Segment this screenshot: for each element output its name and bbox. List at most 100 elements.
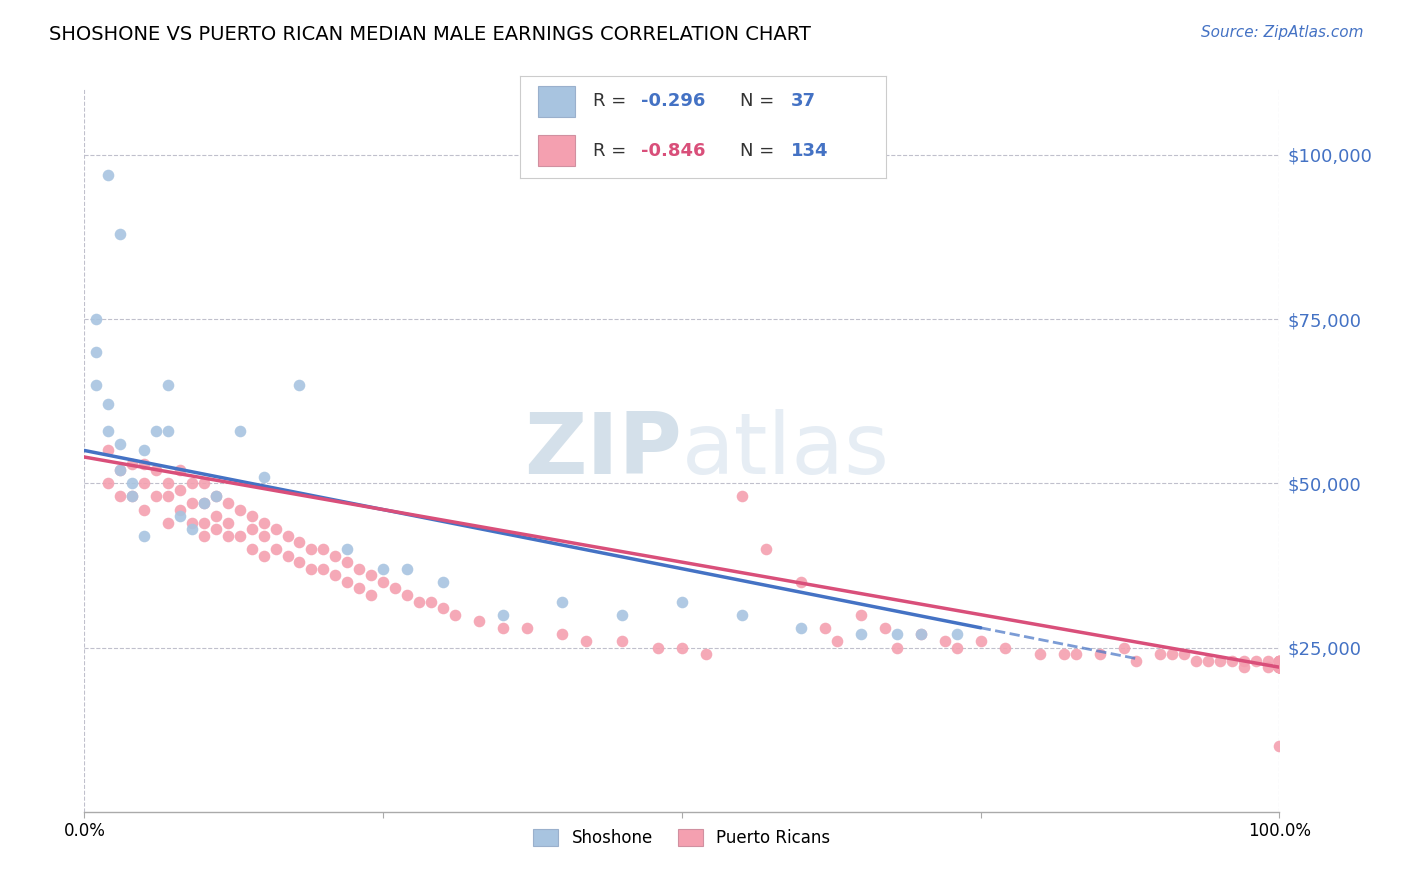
Text: ZIP: ZIP (524, 409, 682, 492)
Point (1268, 660, 1291, 674)
Point (1185, 654, 1208, 668)
Point (432, 601, 454, 615)
Point (157, 377, 180, 392)
Point (349, 582, 371, 596)
Point (1268, 660, 1291, 674)
Point (264, 522, 287, 536)
Point (408, 594, 430, 608)
Point (86, 377, 108, 392)
Text: R =: R = (593, 142, 633, 160)
Point (1268, 739, 1291, 753)
Point (1244, 654, 1267, 668)
Point (97, 168, 120, 182)
Point (1268, 660, 1291, 674)
Point (277, 529, 299, 543)
Point (277, 549, 299, 563)
Point (432, 574, 454, 589)
Point (97, 424, 120, 438)
Point (360, 588, 382, 602)
Point (132, 443, 156, 458)
Point (312, 562, 335, 576)
Point (731, 607, 754, 622)
Point (240, 509, 263, 524)
Point (492, 607, 515, 622)
Point (193, 496, 215, 510)
Text: -0.296: -0.296 (641, 93, 706, 111)
Point (217, 496, 239, 510)
Point (1268, 660, 1291, 674)
Point (157, 424, 180, 438)
Point (229, 424, 252, 438)
Point (97, 443, 120, 458)
Point (1268, 660, 1291, 674)
Point (336, 555, 359, 569)
Point (1220, 654, 1243, 668)
Point (97, 397, 120, 411)
Point (264, 541, 287, 556)
FancyBboxPatch shape (538, 136, 575, 166)
Point (193, 496, 215, 510)
Point (946, 640, 969, 655)
Point (612, 634, 634, 648)
Point (253, 516, 276, 530)
Point (1268, 660, 1291, 674)
Point (886, 627, 908, 641)
Point (910, 627, 932, 641)
Text: 134: 134 (790, 142, 828, 160)
Point (790, 621, 813, 635)
Point (110, 463, 132, 477)
Text: -0.846: -0.846 (641, 142, 706, 160)
Point (814, 621, 837, 635)
Point (193, 529, 215, 543)
Point (1268, 660, 1291, 674)
Point (886, 640, 908, 655)
Point (1268, 660, 1291, 674)
Point (1173, 647, 1195, 661)
Point (121, 490, 143, 504)
Point (169, 509, 191, 524)
Point (1268, 660, 1291, 674)
Point (1257, 660, 1279, 674)
Point (217, 529, 239, 543)
Point (875, 621, 897, 635)
Point (325, 549, 347, 563)
Point (1029, 647, 1052, 661)
Point (110, 227, 132, 241)
Point (1268, 660, 1291, 674)
Point (145, 490, 167, 504)
Point (1125, 654, 1147, 668)
Point (145, 424, 167, 438)
Point (1268, 654, 1291, 668)
Point (1268, 660, 1291, 674)
Point (336, 541, 359, 556)
Point (647, 640, 669, 655)
Point (97, 476, 120, 491)
Point (994, 640, 1017, 655)
Point (132, 476, 156, 491)
Text: Source: ZipAtlas.com: Source: ZipAtlas.com (1201, 25, 1364, 40)
Point (253, 529, 276, 543)
Text: 37: 37 (790, 93, 815, 111)
Point (288, 535, 311, 549)
Point (1161, 647, 1184, 661)
Point (1149, 647, 1171, 661)
Text: SHOSHONE VS PUERTO RICAN MEDIAN MALE EARNINGS CORRELATION CHART: SHOSHONE VS PUERTO RICAN MEDIAN MALE EAR… (49, 25, 811, 44)
Point (121, 476, 143, 491)
Point (1268, 660, 1291, 674)
Text: atlas: atlas (682, 409, 890, 492)
Point (1114, 640, 1136, 655)
Point (193, 516, 215, 530)
Point (253, 549, 276, 563)
Point (121, 457, 143, 471)
Point (157, 490, 180, 504)
Point (110, 437, 132, 451)
Point (1268, 654, 1291, 668)
Point (790, 574, 813, 589)
Point (240, 522, 263, 536)
Point (1268, 660, 1291, 674)
Point (444, 607, 467, 622)
Point (157, 516, 180, 530)
Point (827, 634, 849, 648)
Point (288, 555, 311, 569)
Text: R =: R = (593, 93, 633, 111)
